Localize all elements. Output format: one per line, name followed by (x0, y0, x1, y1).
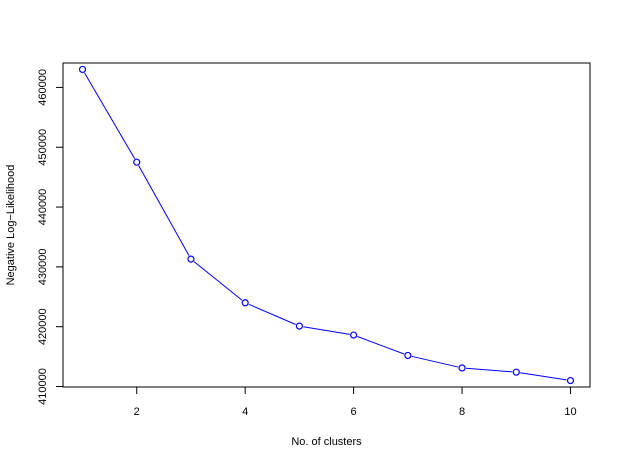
series-line-segment (303, 326, 350, 335)
data-point (404, 351, 412, 360)
data-point (566, 376, 575, 385)
data-point (512, 368, 520, 376)
series-line-segment (248, 303, 296, 325)
x-axis: 2 4 6 8 10 (134, 386, 577, 418)
series-line-segment (465, 367, 513, 373)
series-line-segment (411, 355, 459, 368)
data-point (78, 65, 87, 74)
y-tick-label: 450000 (37, 129, 49, 166)
data-point (350, 331, 358, 339)
y-tick-label: 440000 (37, 189, 49, 226)
data-point (241, 299, 249, 307)
series-line-segment (138, 165, 190, 256)
y-tick-label: 430000 (37, 249, 49, 286)
x-tick-label: 4 (242, 406, 248, 418)
data-point (187, 255, 195, 263)
series-group (78, 65, 575, 385)
x-tick-label: 6 (351, 406, 357, 418)
x-tick-label: 8 (459, 406, 465, 418)
plot-frame (62, 62, 591, 388)
series-line-segment (193, 261, 243, 301)
x-tick-label: 10 (564, 406, 576, 418)
series-line-segment (520, 372, 567, 381)
series-line-segment (357, 336, 405, 355)
data-point (458, 364, 466, 372)
y-axis: 410000 420000 430000 440000 450000 460000 (37, 69, 64, 405)
data-point (295, 322, 303, 330)
x-axis-label: No. of clusters (291, 436, 362, 448)
series-line-segment (84, 72, 136, 159)
y-tick-label: 460000 (37, 69, 49, 106)
x-tick-label: 2 (134, 406, 140, 418)
y-axis-label: Negative Log−Likelihood (5, 165, 17, 286)
y-tick-label: 420000 (37, 308, 49, 345)
data-point (133, 158, 141, 166)
y-tick-label: 410000 (37, 368, 49, 405)
